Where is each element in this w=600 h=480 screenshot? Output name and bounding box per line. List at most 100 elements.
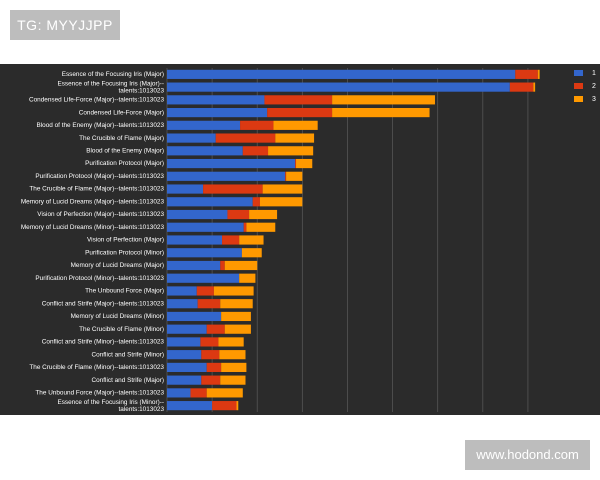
category-label: The Unbound Force (Major) [85,288,164,295]
bar-segment-series-3 [221,311,251,322]
bar-segment-series-1 [167,401,213,411]
bar-segment-series-1 [167,299,198,309]
legend-swatch-1 [574,70,583,76]
bar-segment-series-2 [190,388,207,398]
bar-segment-series-1 [167,362,207,372]
stacked-bar-chart: Essence of the Focusing Iris (Major) Esse… [21,68,596,413]
bar-segment-series-1 [167,273,240,283]
category-label: Essence of the Focusing Iris (Major) [62,71,164,78]
bar-segment-series-3 [218,337,244,347]
category-label: Essence of the Focusing Iris (Major)--ta… [57,81,164,95]
bar-segment-series-2 [252,197,260,207]
bar-segment-series-1 [167,133,216,143]
bar-segment-series-2 [200,337,219,347]
category-label: The Crucible of Flame (Major) [79,135,164,142]
bar-segment-series-2 [203,184,263,194]
bar-segment-series-3 [332,108,430,118]
bar-segment-series-1 [167,286,197,296]
bar-segment-series-1 [167,209,228,220]
category-label: The Crucible of Flame (Minor)--talents:1… [29,364,164,371]
bar-segment-series-3 [239,235,264,245]
bar-segment-series-3 [533,82,536,92]
bar-segment-series-3 [224,260,258,271]
bar-segment-series-3 [296,158,313,169]
bar-segment-series-1 [167,388,191,398]
category-label: Memory of Lucid Dreams (Major) [71,262,164,269]
bar-segment-series-3 [259,197,303,207]
legend-swatch-3 [574,96,583,102]
bar-segment-series-1 [167,248,242,258]
bar-segment-series-2 [515,69,538,79]
bar-segment-series-2 [295,158,297,169]
bar-segment-series-2 [206,324,225,334]
bar-segment-series-3 [213,286,254,296]
category-label: Vision of Perfection (Major)--talents:10… [37,211,164,218]
bar-segment-series-1 [167,311,222,322]
bar-segment-series-2 [196,286,214,296]
bar-segment-series-2 [197,299,221,309]
bar-segment-series-2 [243,222,247,232]
bar-segment-series-3 [286,171,303,181]
bar-segment-series-2 [215,133,276,143]
bar-segment-series-1 [167,69,516,79]
bar-segment-series-2 [206,362,222,372]
bar-segment-series-3 [239,273,256,283]
bar-segment-series-3 [537,69,540,79]
bar-segment-series-3 [249,209,278,220]
bar-segment-series-1 [167,260,221,271]
category-label: Purification Protocol (Minor)--talents:1… [35,275,164,282]
bar-segment-series-2 [285,171,287,181]
bar-segment-series-1 [167,120,241,130]
bar-segment-series-1 [167,158,296,169]
bar-segment-series-3 [262,184,303,194]
bar-segment-series-1 [167,171,286,181]
legend-swatch-2 [574,83,583,89]
bar-segment-series-3 [224,324,251,334]
category-label: Condensed Life-Force (Major) [79,109,164,116]
bar-segment-series-1 [167,197,253,207]
category-label: The Crucible of Flame (Minor) [79,326,164,333]
bar-segment-series-1 [167,235,223,245]
bar-segment-series-1 [167,337,201,347]
bar-segment-series-3 [220,375,246,385]
bar-segment-series-2 [264,95,333,105]
bar-segment-series-2 [242,146,269,156]
bar-segment-series-1 [167,375,202,385]
category-label: Blood of the Enemy (Major)--talents:1013… [36,122,164,129]
bar-segment-series-2 [212,401,237,411]
bar-segment-series-1 [167,222,244,232]
bar-segment-series-1 [167,146,243,156]
bar-segment-series-3 [219,350,246,360]
legend-label-3: 3 [592,96,596,103]
watermark-top: TG: MYYJJPP [10,10,120,40]
category-label: Memory of Lucid Dreams (Major)--talents:… [21,198,165,205]
category-label: The Crucible of Flame (Major)--talents:1… [29,186,164,193]
category-label: Conflict and Strife (Minor)--talents:101… [42,339,165,346]
bar-segment-series-3 [332,95,435,105]
category-label: Essence of the Focusing Iris (Minor)--ta… [57,399,164,413]
category-label: Memory of Lucid Dreams (Minor) [71,313,164,320]
bar-segment-series-2 [240,120,274,130]
bar-segment-series-2 [201,350,220,360]
category-label: The Unbound Force (Major)--talents:10130… [35,390,164,397]
bar-segment-series-2 [227,209,250,220]
bar-segment-series-1 [167,184,204,194]
category-label: Blood of the Enemy (Major) [86,148,164,155]
bar-segment-series-1 [167,82,510,92]
category-label: Purification Protocol (Minor) [85,249,164,256]
bar-segment-series-3 [220,299,253,309]
category-label: Purification Protocol (Major)--talents:1… [35,173,164,180]
bar-segment-series-3 [236,401,239,411]
bar-segment-series-3 [206,388,243,398]
bar-segment-series-1 [167,324,207,334]
bar-segment-series-3 [273,120,318,130]
category-label: Conflict and Strife (Major)--talents:101… [42,300,165,307]
bar-segment-series-1 [167,108,268,118]
bar-segment-series-3 [268,146,314,156]
bar-segment-series-3 [246,222,276,232]
bar-segment-series-1 [167,95,265,105]
category-label: Conflict and Strife (Major) [92,377,164,384]
category-label: Condensed Life-Force (Major)--talents:10… [29,97,164,104]
legend-label-1: 1 [592,70,596,77]
category-label: Conflict and Strife (Minor) [92,351,164,358]
